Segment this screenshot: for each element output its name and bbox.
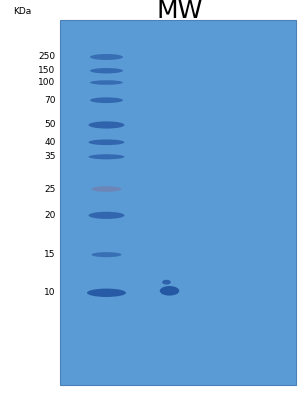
- Text: 35: 35: [44, 152, 56, 161]
- Text: 70: 70: [44, 96, 56, 105]
- Text: 250: 250: [38, 53, 56, 61]
- Text: 20: 20: [44, 211, 56, 220]
- Text: 150: 150: [38, 66, 56, 75]
- Ellipse shape: [160, 286, 179, 296]
- Ellipse shape: [162, 280, 171, 285]
- Ellipse shape: [90, 54, 123, 60]
- Text: 40: 40: [44, 138, 56, 147]
- Ellipse shape: [92, 186, 122, 192]
- Text: KDa: KDa: [14, 7, 32, 15]
- Ellipse shape: [92, 252, 122, 257]
- Text: 50: 50: [44, 121, 56, 129]
- Bar: [60, 20, 296, 385]
- Ellipse shape: [88, 212, 124, 219]
- Ellipse shape: [90, 97, 123, 103]
- Ellipse shape: [88, 121, 124, 129]
- Text: 15: 15: [44, 250, 56, 259]
- Ellipse shape: [88, 140, 124, 145]
- Ellipse shape: [90, 80, 123, 85]
- Text: 100: 100: [38, 78, 56, 87]
- Ellipse shape: [90, 68, 123, 73]
- Ellipse shape: [88, 154, 124, 159]
- Text: MW: MW: [157, 0, 203, 23]
- Text: 10: 10: [44, 288, 56, 297]
- Ellipse shape: [87, 288, 126, 297]
- Text: 25: 25: [44, 185, 56, 193]
